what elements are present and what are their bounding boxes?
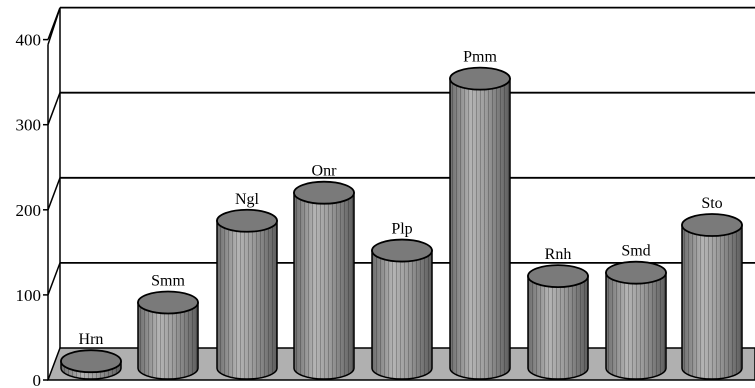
bar-top bbox=[449, 66, 511, 91]
category-label: Rnh bbox=[545, 246, 572, 263]
category-label: Onr bbox=[312, 163, 338, 180]
bar-top bbox=[605, 260, 667, 285]
gridline-diag bbox=[47, 262, 61, 296]
y-axis: 0 100 200 300 400 bbox=[16, 31, 48, 388]
bar-plp bbox=[371, 238, 433, 380]
category-labels: Hrn Smm Ngl Onr Plp Pmm Rnh Smd Sto bbox=[79, 49, 723, 349]
category-label: Smd bbox=[621, 243, 650, 260]
bar-outline bbox=[681, 224, 743, 380]
y-tick-label: 200 bbox=[16, 201, 42, 220]
category-label: Sto bbox=[701, 195, 722, 212]
y-tick-label: 300 bbox=[16, 116, 42, 135]
category-label: Ngl bbox=[235, 191, 260, 208]
bar-outline bbox=[216, 220, 278, 380]
y-tick-label: 100 bbox=[16, 286, 42, 305]
gridline-diag bbox=[47, 7, 61, 40]
bar-top bbox=[293, 180, 355, 205]
bar-top bbox=[527, 264, 589, 288]
bar-outline bbox=[371, 249, 433, 380]
category-label: Smm bbox=[151, 272, 185, 289]
bar-top bbox=[681, 213, 743, 237]
bar-hrn bbox=[60, 349, 122, 380]
bar-top bbox=[60, 349, 122, 374]
bar-top bbox=[371, 238, 433, 263]
gridlines bbox=[47, 6, 755, 296]
gridline-diag bbox=[47, 92, 61, 125]
bar-ngl bbox=[216, 208, 278, 380]
bar-onr bbox=[293, 180, 355, 380]
bar-outline bbox=[137, 301, 199, 380]
category-label: Hrn bbox=[79, 331, 104, 348]
bar-pmm bbox=[449, 66, 511, 380]
bars bbox=[60, 66, 743, 380]
bar-outline bbox=[293, 191, 355, 380]
bar-smd bbox=[605, 260, 667, 380]
bar-top bbox=[216, 208, 278, 233]
bar-top bbox=[137, 290, 199, 315]
gridline-diag bbox=[47, 177, 61, 211]
bar-outline bbox=[527, 275, 589, 380]
y-tick-label: 400 bbox=[16, 31, 42, 50]
bar-rnh bbox=[527, 264, 589, 380]
bar-sto bbox=[681, 213, 743, 380]
bar-outline bbox=[605, 271, 667, 380]
category-label: Plp bbox=[391, 221, 412, 238]
bar-outline bbox=[449, 77, 511, 380]
category-label: Pmm bbox=[463, 49, 497, 66]
bar-smm bbox=[137, 290, 199, 380]
y-tick-label: 0 bbox=[33, 371, 42, 388]
